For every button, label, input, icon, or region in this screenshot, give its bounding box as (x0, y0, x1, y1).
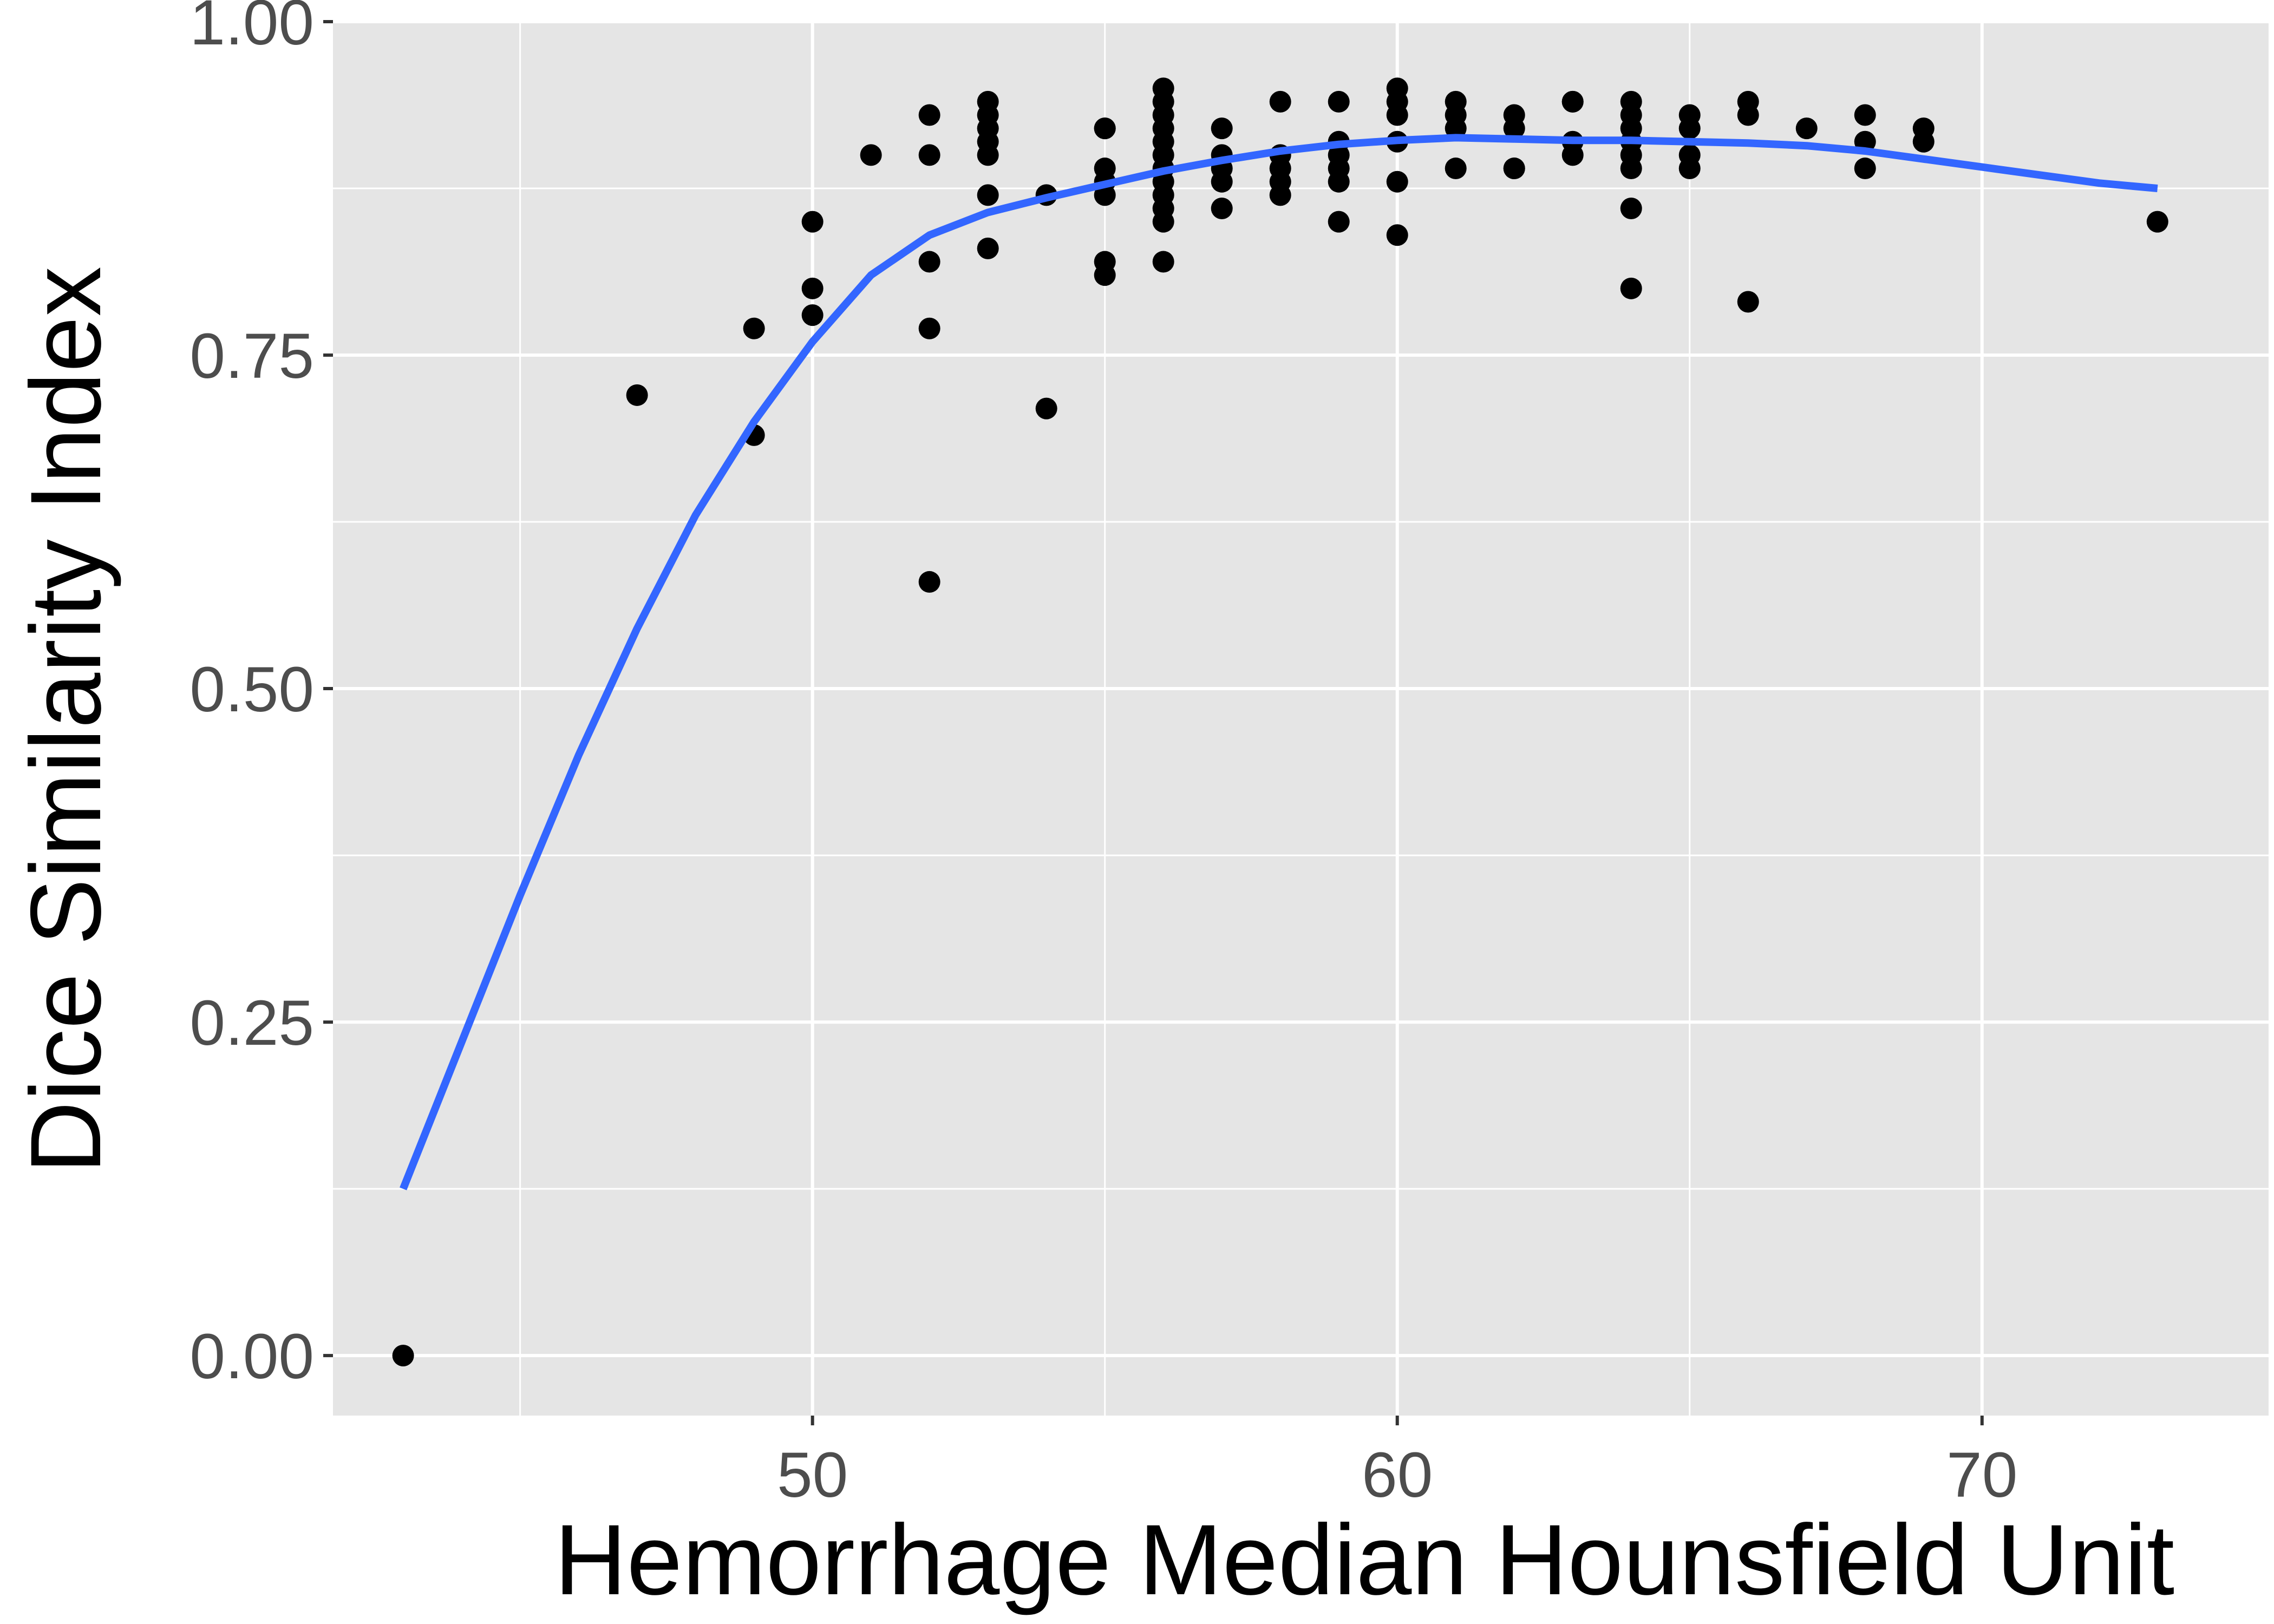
y-axis-title: Dice Similarity Index (10, 266, 122, 1174)
x-tick-labels: 50 60 70 (777, 1439, 2017, 1511)
data-point (1561, 90, 1584, 113)
data-point (918, 317, 940, 339)
data-point (1561, 144, 1584, 166)
data-point (1269, 184, 1291, 206)
data-point (1269, 90, 1291, 113)
data-point (2146, 211, 2168, 233)
data-point (918, 144, 940, 166)
x-tick-label: 60 (1362, 1439, 1433, 1511)
data-point (1386, 104, 1408, 126)
data-point (1035, 397, 1057, 420)
data-point (1328, 171, 1350, 193)
data-point (977, 144, 999, 166)
y-tick-label: 0.00 (190, 1321, 314, 1392)
data-point (1503, 117, 1525, 140)
y-tick-label: 0.75 (190, 320, 314, 392)
data-point (1795, 117, 1818, 140)
y-tick-labels: 0.00 0.25 0.50 0.75 1.00 (190, 0, 314, 1392)
axis-ticks (323, 20, 1984, 1425)
data-point (1094, 117, 1116, 140)
data-point (1094, 264, 1116, 286)
data-point (1620, 277, 1642, 299)
data-point (1445, 158, 1467, 180)
data-point (1854, 104, 1876, 126)
data-point (1328, 211, 1350, 233)
data-point (1386, 224, 1408, 246)
data-point (1445, 117, 1467, 140)
data-point (1503, 158, 1525, 180)
data-point (801, 304, 824, 326)
data-point (626, 384, 648, 406)
data-point (918, 251, 940, 273)
data-point (1737, 291, 1759, 313)
data-point (743, 317, 765, 339)
data-point (1152, 211, 1174, 233)
data-point (1094, 184, 1116, 206)
data-point (1620, 158, 1642, 180)
grid-major (333, 20, 2269, 1416)
data-point (1211, 117, 1233, 140)
data-point (1620, 197, 1642, 219)
x-axis-title: Hemorrhage Median Hounsfield Unit (554, 1504, 2174, 1616)
data-point (1678, 158, 1701, 180)
y-tick-label: 0.25 (190, 987, 314, 1059)
data-point (1328, 90, 1350, 113)
data-point (392, 1345, 414, 1367)
y-tick-label: 1.00 (190, 0, 314, 58)
panel-background (333, 22, 2269, 1416)
data-point (918, 104, 940, 126)
data-point (1912, 130, 1935, 153)
data-point (1211, 171, 1233, 193)
data-point (1386, 171, 1408, 193)
x-tick-label: 50 (777, 1439, 848, 1511)
data-point (1737, 104, 1759, 126)
data-point (860, 144, 882, 166)
y-tick-label: 0.50 (190, 654, 314, 725)
data-point (1854, 158, 1876, 180)
data-point (1678, 117, 1701, 140)
x-tick-label: 70 (1946, 1439, 2017, 1511)
data-point (1152, 251, 1174, 273)
data-point (1211, 197, 1233, 219)
smooth-line (400, 134, 2158, 1190)
data-point (977, 237, 999, 259)
data-point (977, 184, 999, 206)
data-point (801, 211, 824, 233)
data-point (918, 571, 940, 593)
data-point (801, 277, 824, 299)
